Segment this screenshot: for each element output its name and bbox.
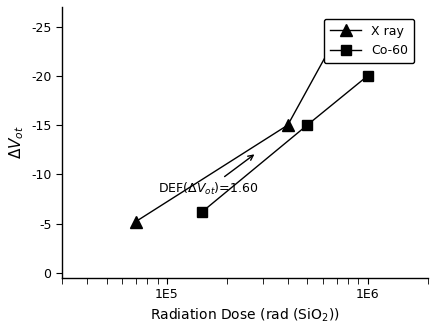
Co-60 (364, 74, 369, 78)
Y-axis label: $\Delta V_{ot}$: $\Delta V_{ot}$ (7, 125, 26, 159)
X-axis label: Radiation Dose (rad (SiO$_2$)): Radiation Dose (rad (SiO$_2$)) (150, 307, 339, 324)
Legend: X ray, Co-60: X ray, Co-60 (323, 19, 414, 63)
Co-60 (304, 123, 309, 127)
X ray (285, 123, 290, 127)
Co-60 (199, 210, 204, 214)
X ray (333, 34, 339, 38)
X ray (133, 219, 138, 223)
Line: X ray: X ray (130, 31, 341, 227)
Text: DEF($\Delta V_{ot}$)=1.60: DEF($\Delta V_{ot}$)=1.60 (158, 155, 257, 197)
Line: Co-60: Co-60 (197, 71, 372, 216)
